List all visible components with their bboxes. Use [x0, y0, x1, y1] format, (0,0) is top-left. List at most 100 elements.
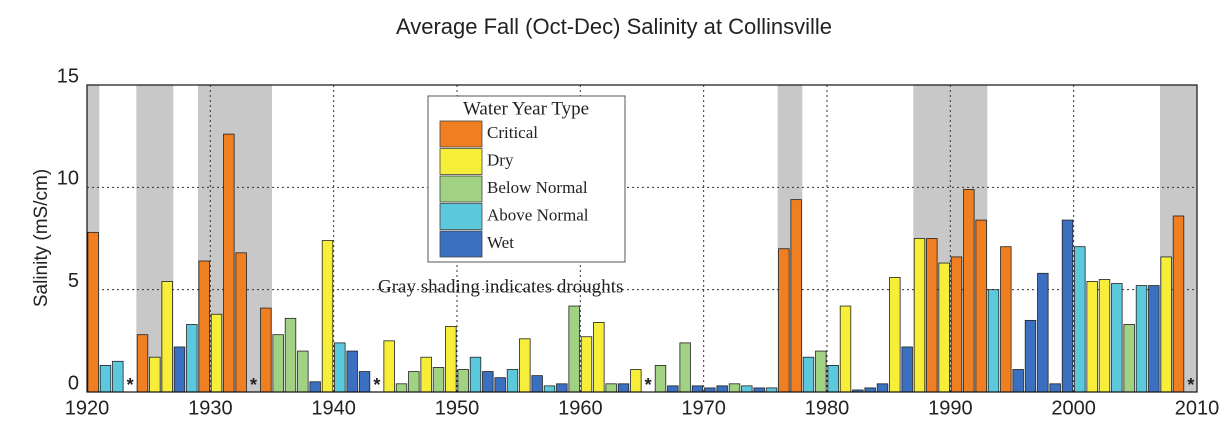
bar: [173, 346, 186, 393]
x-tick-label: 2000: [1051, 397, 1096, 419]
legend-label: Below Normal: [487, 178, 588, 197]
legend-swatch: [439, 148, 483, 175]
bar: [1061, 219, 1074, 393]
bar: [704, 387, 716, 393]
bar: [1086, 281, 1098, 393]
x-tick-label: 2010: [1175, 397, 1220, 419]
bar: [790, 199, 802, 393]
legend-label: Dry: [487, 150, 514, 169]
missing-marker: *: [373, 375, 380, 395]
bar: [679, 342, 691, 393]
bar: [938, 262, 950, 393]
bar: [827, 364, 839, 393]
bar: [494, 377, 506, 393]
bar: [235, 252, 247, 393]
y-tick-label: 5: [68, 270, 79, 292]
bar: [556, 383, 568, 393]
x-tick-label: 1950: [435, 397, 480, 419]
x-tick-label: 1940: [311, 397, 356, 419]
y-tick-label: 10: [57, 168, 79, 190]
bar: [1012, 369, 1024, 393]
bar: [223, 133, 235, 393]
bar: [297, 350, 309, 393]
bar: [309, 381, 321, 393]
bar: [383, 340, 395, 393]
bar: [457, 369, 469, 393]
bar: [741, 385, 753, 393]
bar: [1049, 383, 1061, 393]
chart-title: Average Fall (Oct-Dec) Salinity at Colli…: [396, 14, 832, 39]
bar: [889, 276, 901, 393]
bar: [272, 334, 284, 393]
missing-marker: *: [645, 375, 652, 395]
legend-swatch: [439, 230, 483, 258]
bar: [482, 371, 494, 393]
bar: [580, 336, 593, 393]
bar: [728, 383, 741, 393]
bar: [975, 219, 987, 393]
bar: [1024, 319, 1037, 393]
legend-label: Wet: [487, 233, 514, 252]
bar: [765, 387, 778, 393]
bar: [1037, 272, 1049, 393]
plot-frame: [86, 84, 1198, 393]
bar: [420, 356, 432, 393]
bar: [1074, 246, 1086, 393]
bar: [963, 188, 975, 393]
bar: [284, 317, 297, 393]
bar: [1135, 285, 1148, 393]
bar: [753, 387, 765, 393]
bar: [136, 334, 149, 393]
bar: [1123, 324, 1135, 393]
missing-marker: *: [1187, 375, 1194, 395]
bar: [531, 375, 543, 393]
bar: [926, 238, 938, 393]
bar: [408, 371, 420, 393]
bar: [901, 346, 913, 393]
bar: [987, 289, 1000, 393]
x-tick-label: 1980: [805, 397, 850, 419]
bar: [260, 307, 272, 393]
bar: [395, 383, 408, 393]
bar: [1148, 285, 1160, 393]
legend-title: Water Year Type: [463, 98, 589, 119]
bar: [802, 356, 815, 393]
x-tick-label: 1990: [928, 397, 973, 419]
missing-marker: *: [250, 375, 257, 395]
legend-swatch: [439, 120, 483, 148]
x-tick-label: 1930: [188, 397, 233, 419]
y-tick-label: 0: [68, 372, 79, 394]
bar: [99, 364, 112, 393]
bar: [1098, 279, 1111, 393]
bar: [716, 385, 728, 393]
bar: [691, 385, 704, 393]
bar: [161, 281, 173, 393]
bar: [346, 350, 358, 393]
bar: [358, 371, 371, 393]
bar: [568, 305, 580, 393]
missing-marker: *: [127, 375, 134, 395]
bar: [1160, 256, 1172, 393]
bar: [815, 350, 827, 393]
legend-label: Above Normal: [487, 205, 589, 224]
bar: [630, 369, 642, 393]
bar: [617, 383, 630, 393]
bar: [334, 342, 346, 393]
bar: [839, 305, 852, 393]
legend-swatch: [439, 203, 483, 230]
bar: [605, 383, 617, 393]
bar: [778, 248, 790, 393]
bar: [506, 369, 519, 393]
bar: [432, 367, 445, 393]
bar: [186, 324, 198, 393]
bar: [876, 383, 889, 393]
x-tick-label: 1920: [65, 397, 110, 419]
bar: [112, 360, 124, 393]
bar: [950, 256, 963, 393]
bar: [1111, 283, 1123, 393]
bar: [210, 313, 223, 393]
bar: [321, 240, 334, 393]
y-axis-label: Salinity (mS/cm): [31, 169, 52, 307]
bar: [87, 231, 99, 393]
